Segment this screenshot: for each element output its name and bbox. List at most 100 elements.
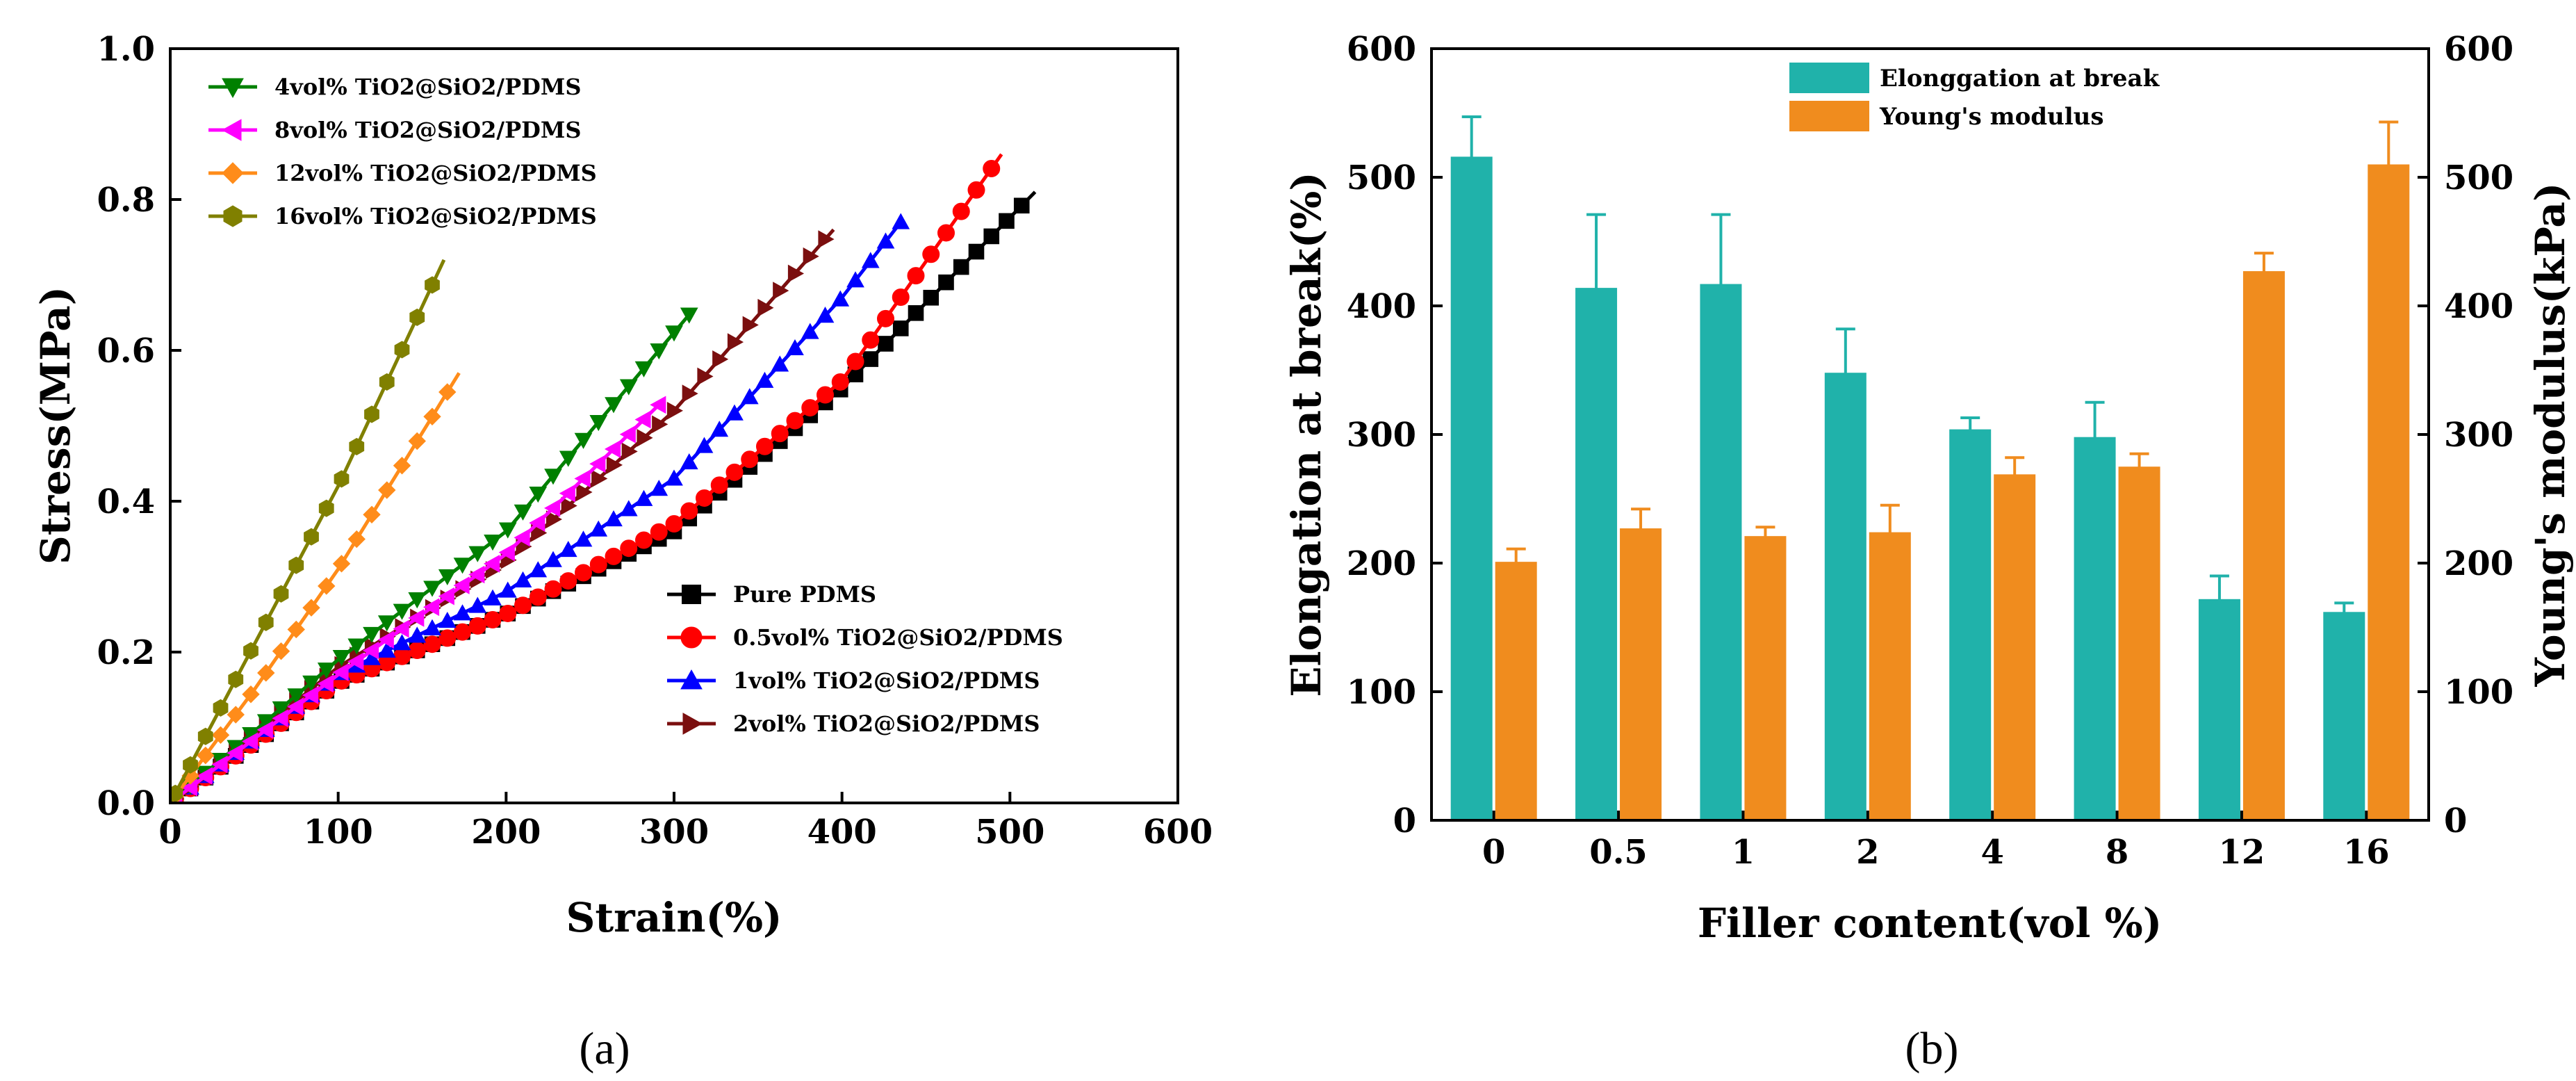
data-point bbox=[257, 664, 275, 682]
y-tick-label: 0 bbox=[1393, 802, 1416, 840]
data-point bbox=[288, 556, 304, 574]
data-point bbox=[983, 159, 1001, 177]
data-point bbox=[650, 523, 668, 541]
bar-elonggation-at-break-0 bbox=[1450, 156, 1493, 820]
data-point bbox=[803, 247, 819, 266]
data-point bbox=[423, 619, 441, 635]
y-tick-label: 0.8 bbox=[97, 181, 155, 220]
y-tick-label: 400 bbox=[1347, 287, 1416, 326]
bar-elonggation-at-break-12 bbox=[2198, 599, 2240, 820]
data-point bbox=[394, 341, 410, 359]
data-point bbox=[423, 635, 441, 653]
y2-tick-label: 300 bbox=[2444, 416, 2513, 455]
data-point bbox=[408, 432, 426, 450]
data-point bbox=[454, 623, 471, 641]
data-point bbox=[786, 339, 804, 356]
data-point bbox=[453, 558, 472, 574]
series-16vol-tio2-sio2-pdms bbox=[170, 259, 446, 803]
y-tick-label: 300 bbox=[1347, 416, 1416, 455]
data-point bbox=[228, 670, 244, 688]
data-point bbox=[666, 401, 684, 420]
data-point bbox=[561, 496, 577, 515]
data-point bbox=[589, 520, 608, 537]
bar-young-s-modulus-12 bbox=[2242, 271, 2285, 820]
data-point bbox=[680, 307, 698, 324]
data-point bbox=[484, 589, 502, 605]
data-point bbox=[498, 543, 515, 562]
data-point bbox=[605, 510, 623, 527]
data-point bbox=[968, 243, 985, 260]
data-point bbox=[453, 604, 472, 621]
legend-b: Elonggation at break Young's modulus bbox=[1789, 63, 2160, 131]
data-point bbox=[287, 688, 306, 705]
data-point bbox=[574, 432, 593, 449]
panel-label-b: (b) bbox=[1905, 1023, 1959, 1074]
legend-marker bbox=[680, 669, 703, 690]
data-point bbox=[408, 642, 426, 660]
bar-young-s-modulus-16 bbox=[2368, 164, 2410, 820]
legend-marker bbox=[221, 119, 242, 141]
bar-young-s-modulus-1 bbox=[1744, 536, 1787, 820]
data-point bbox=[619, 425, 636, 444]
data-point bbox=[256, 714, 275, 731]
data-point bbox=[816, 307, 835, 323]
data-point bbox=[514, 596, 532, 615]
data-point bbox=[363, 626, 381, 643]
panel-label-a: (a) bbox=[579, 1023, 630, 1074]
data-point bbox=[983, 228, 1000, 245]
bar-young-s-modulus-8 bbox=[2118, 466, 2160, 820]
legend-label: 8vol% TiO2@SiO2/PDMS bbox=[274, 117, 581, 143]
data-point bbox=[831, 373, 849, 391]
data-point bbox=[213, 699, 229, 717]
legend-item-1vol-tio2-sio2-pdms: 1vol% TiO2@SiO2/PDMS bbox=[667, 667, 1040, 694]
data-point bbox=[347, 530, 366, 548]
data-point bbox=[347, 652, 364, 671]
data-point bbox=[756, 437, 773, 455]
y-tick-label: 200 bbox=[1347, 544, 1416, 583]
data-point bbox=[999, 213, 1015, 229]
data-point bbox=[197, 746, 215, 765]
data-point bbox=[408, 609, 425, 627]
data-point bbox=[349, 437, 365, 456]
x-tick-label: 100 bbox=[304, 813, 373, 852]
data-point bbox=[423, 407, 441, 425]
data-point bbox=[543, 499, 561, 517]
legend-swatch bbox=[1789, 101, 1869, 131]
legend-item-16vol-tio2-sio2-pdms: 16vol% TiO2@SiO2/PDMS bbox=[208, 203, 597, 229]
data-point bbox=[531, 523, 548, 542]
data-point bbox=[544, 580, 562, 598]
data-point bbox=[742, 316, 759, 334]
data-point bbox=[498, 581, 517, 598]
bar-group bbox=[1450, 115, 2410, 821]
data-point bbox=[196, 767, 213, 786]
data-point bbox=[846, 352, 864, 371]
data-point bbox=[258, 613, 274, 631]
data-point bbox=[862, 331, 880, 349]
data-point bbox=[620, 539, 638, 558]
legend-marker bbox=[680, 626, 703, 649]
data-point bbox=[529, 561, 548, 578]
data-point bbox=[468, 617, 486, 635]
data-point bbox=[1013, 197, 1030, 214]
x-tick-label: 600 bbox=[1143, 813, 1213, 852]
series-4vol-tio2-sio2-pdms bbox=[170, 307, 698, 803]
bar-elonggation-at-break-1 bbox=[1700, 284, 1742, 820]
legend-item-12vol-tio2-sio2-pdms: 12vol% TiO2@SiO2/PDMS bbox=[208, 160, 597, 186]
data-point bbox=[786, 412, 804, 430]
data-point bbox=[680, 453, 698, 470]
data-point bbox=[409, 308, 425, 327]
data-point bbox=[318, 577, 336, 595]
y-tick-label: 600 bbox=[1347, 30, 1416, 69]
data-point bbox=[544, 551, 562, 567]
data-point bbox=[773, 282, 789, 300]
data-point bbox=[304, 528, 319, 546]
data-point bbox=[273, 585, 289, 603]
data-point bbox=[243, 642, 259, 660]
x-tick-label: 0 bbox=[1482, 833, 1505, 872]
y2-tick-label: 100 bbox=[2444, 673, 2513, 712]
data-point bbox=[438, 383, 457, 401]
data-point bbox=[332, 663, 349, 681]
legend-label: 12vol% TiO2@SiO2/PDMS bbox=[274, 160, 597, 186]
data-point bbox=[484, 535, 502, 551]
